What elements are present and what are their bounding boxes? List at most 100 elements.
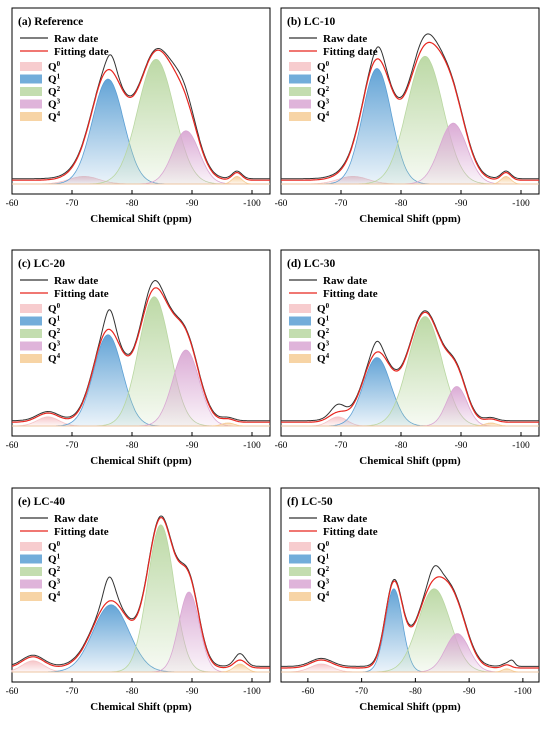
legend-q3-swatch [289, 99, 311, 109]
component-Q4 [281, 175, 539, 185]
legend-fit-label: Fitting date [54, 526, 109, 538]
plot-frame [280, 7, 540, 195]
legend-q1-label: Q1 [317, 553, 330, 566]
legend-q4-sup: 4 [326, 110, 330, 118]
legend-q2-sup: 2 [326, 327, 330, 335]
legend-q4-swatch [289, 354, 311, 363]
legend-q4-swatch [20, 592, 42, 601]
legend-fit-label: Fitting date [323, 46, 378, 58]
legend-q2-swatch [20, 87, 42, 96]
fit-line [281, 41, 539, 181]
x-tick-label: -60 [302, 687, 315, 697]
legend-q2-sup: 2 [57, 327, 61, 335]
x-tick-label: -100 [243, 199, 261, 209]
x-axis-label: Chemical Shift (ppm) [359, 213, 461, 225]
legend-q3-sup: 3 [57, 98, 61, 106]
x-tick-label: -80 [126, 687, 139, 697]
panel-title: (a) Reference [18, 16, 83, 28]
x-tick-label: -90 [186, 687, 199, 697]
legend-q3-label: Q3 [48, 98, 61, 111]
legend-q1-label: Q1 [48, 553, 61, 566]
legend-raw-label: Raw date [323, 275, 367, 287]
x-axis-label: Chemical Shift (ppm) [90, 701, 192, 713]
legend-q3-sup: 3 [326, 578, 330, 586]
x-tick-label: -60 [6, 199, 19, 209]
legend-q0-label: Q0 [317, 540, 330, 553]
legend-q0-label: Q0 [48, 302, 61, 315]
x-axis-label: Chemical Shift (ppm) [90, 455, 192, 467]
x-tick-label: -90 [455, 441, 468, 451]
panel-title: (f) LC-50 [287, 496, 333, 508]
legend-q3-swatch [289, 341, 311, 351]
plot-frame [11, 7, 271, 195]
x-axis-label: Chemical Shift (ppm) [90, 213, 192, 225]
legend-q0-label: Q0 [317, 60, 330, 73]
panel-title: (e) LC-40 [18, 496, 65, 508]
legend-q1-sup: 1 [57, 73, 61, 81]
legend-q1-swatch [20, 554, 42, 564]
component-Q4 [281, 668, 539, 673]
legend-q1-label: Q1 [317, 315, 330, 328]
legend-q0-sup: 0 [326, 302, 330, 310]
legend-q4-sup: 4 [57, 590, 61, 598]
legend-q3-sup: 3 [57, 340, 61, 348]
component-Q4 [12, 663, 270, 673]
legend-raw-label: Raw date [54, 275, 98, 287]
legend-q1-label: Q1 [48, 315, 61, 328]
legend-q1-swatch [289, 316, 311, 326]
legend-q2-label: Q2 [317, 85, 330, 98]
x-tick-label: -70 [66, 441, 79, 451]
legend-raw-label: Raw date [323, 513, 367, 525]
legend-q0-label: Q0 [48, 540, 61, 553]
legend-q0-sup: 0 [326, 540, 330, 548]
x-tick-label: -80 [409, 687, 422, 697]
legend-q2-sup: 2 [57, 85, 61, 93]
x-tick-label: -90 [463, 687, 476, 697]
x-axis-label: Chemical Shift (ppm) [359, 455, 461, 467]
x-tick-label: -90 [186, 441, 199, 451]
fit-line [12, 287, 270, 423]
legend-q4-sup: 4 [326, 352, 330, 360]
raw-line [281, 565, 539, 667]
legend-q2-label: Q2 [317, 565, 330, 578]
legend-q0-label: Q0 [48, 60, 61, 73]
component-Q4 [12, 422, 270, 427]
raw-line [281, 33, 539, 180]
fit-line [281, 576, 539, 669]
x-tick-label: -70 [335, 441, 348, 451]
legend-q3-swatch [20, 99, 42, 109]
panel-title: (b) LC-10 [287, 16, 335, 28]
legend-q3-label: Q3 [317, 340, 330, 353]
x-tick-label: -80 [126, 199, 139, 209]
legend-q1-label: Q1 [317, 73, 330, 86]
legend-q4-label: Q4 [48, 590, 61, 603]
legend-q0-swatch [20, 62, 42, 71]
legend-q4-sup: 4 [326, 590, 330, 598]
x-tick-label: -100 [512, 441, 530, 451]
legend-q3-sup: 3 [57, 578, 61, 586]
legend-q3-sup: 3 [326, 340, 330, 348]
x-tick-label: -80 [126, 441, 139, 451]
legend-q3-swatch [20, 579, 42, 589]
legend-q0-sup: 0 [326, 60, 330, 68]
legend-q4-swatch [20, 112, 42, 121]
legend-q3-sup: 3 [326, 98, 330, 106]
plot-frame [11, 487, 271, 683]
x-tick-label: -70 [66, 199, 79, 209]
x-tick-label: -60 [275, 199, 288, 209]
legend-q0-swatch [20, 304, 42, 313]
legend-q0-swatch [289, 542, 311, 551]
legend-q3-label: Q3 [48, 340, 61, 353]
legend-q2-swatch [20, 329, 42, 338]
raw-line [12, 279, 270, 422]
legend-q2-swatch [289, 567, 311, 576]
legend-q2-label: Q2 [48, 327, 61, 340]
legend-q4-label: Q4 [317, 590, 330, 603]
legend-q0-sup: 0 [57, 540, 61, 548]
panel-title: (c) LC-20 [18, 258, 65, 270]
